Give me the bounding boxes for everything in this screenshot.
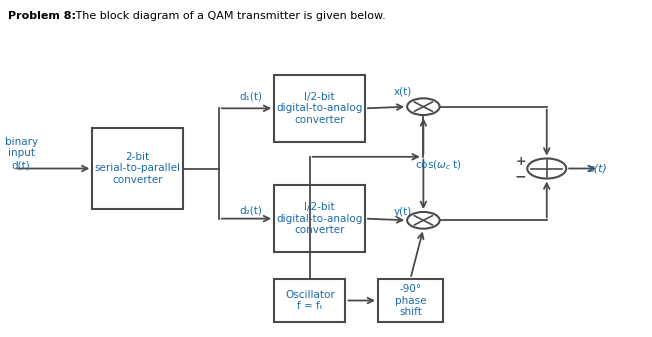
FancyBboxPatch shape <box>93 128 183 209</box>
Circle shape <box>407 212 439 229</box>
Text: 2-bit
serial-to-parallel
converter: 2-bit serial-to-parallel converter <box>95 152 181 185</box>
Text: x(t): x(t) <box>394 87 413 97</box>
Text: −: − <box>515 170 527 184</box>
Text: l/2-bit
digital-to-analog
converter: l/2-bit digital-to-analog converter <box>276 92 363 125</box>
Text: Problem 8:: Problem 8: <box>8 11 76 22</box>
FancyBboxPatch shape <box>274 75 365 142</box>
Text: Oscillator
f = fₜ: Oscillator f = fₜ <box>285 290 334 311</box>
Text: binary
input
d(t): binary input d(t) <box>5 137 38 170</box>
Text: +: + <box>516 155 526 168</box>
FancyBboxPatch shape <box>274 279 346 322</box>
Text: d₁(t): d₁(t) <box>239 92 262 102</box>
Circle shape <box>407 98 439 115</box>
Text: -90°
phase
shift: -90° phase shift <box>394 284 426 317</box>
Circle shape <box>527 158 566 179</box>
Text: The block diagram of a QAM transmitter is given below.: The block diagram of a QAM transmitter i… <box>72 11 385 22</box>
Text: l/2-bit
digital-to-analog
converter: l/2-bit digital-to-analog converter <box>276 202 363 235</box>
Text: y(t): y(t) <box>394 207 413 217</box>
Text: s(t): s(t) <box>589 163 608 174</box>
Text: d₂(t): d₂(t) <box>239 205 262 215</box>
FancyBboxPatch shape <box>274 185 365 252</box>
FancyBboxPatch shape <box>378 279 443 322</box>
Text: cos($\omega_c$ t): cos($\omega_c$ t) <box>415 158 462 172</box>
